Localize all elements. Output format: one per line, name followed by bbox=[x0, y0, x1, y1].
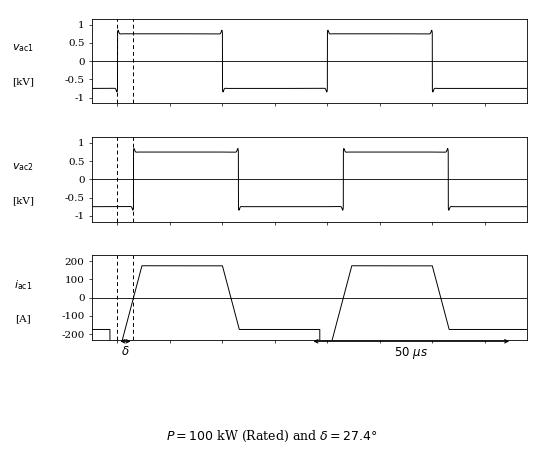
Text: [kV]: [kV] bbox=[12, 78, 34, 87]
Text: [A]: [A] bbox=[15, 314, 31, 323]
Text: $\delta$: $\delta$ bbox=[121, 346, 130, 358]
Text: $v_{\rm ac1}$: $v_{\rm ac1}$ bbox=[12, 42, 34, 54]
Text: [kV]: [kV] bbox=[12, 196, 34, 205]
Text: $v_{\rm ac2}$: $v_{\rm ac2}$ bbox=[12, 161, 34, 173]
Text: $50\ \mu s$: $50\ \mu s$ bbox=[394, 346, 428, 361]
Text: $P = 100$ kW (Rated) and $\delta = 27.4°$: $P = 100$ kW (Rated) and $\delta = 27.4°… bbox=[166, 429, 377, 444]
Text: $i_{\rm ac1}$: $i_{\rm ac1}$ bbox=[14, 278, 32, 292]
